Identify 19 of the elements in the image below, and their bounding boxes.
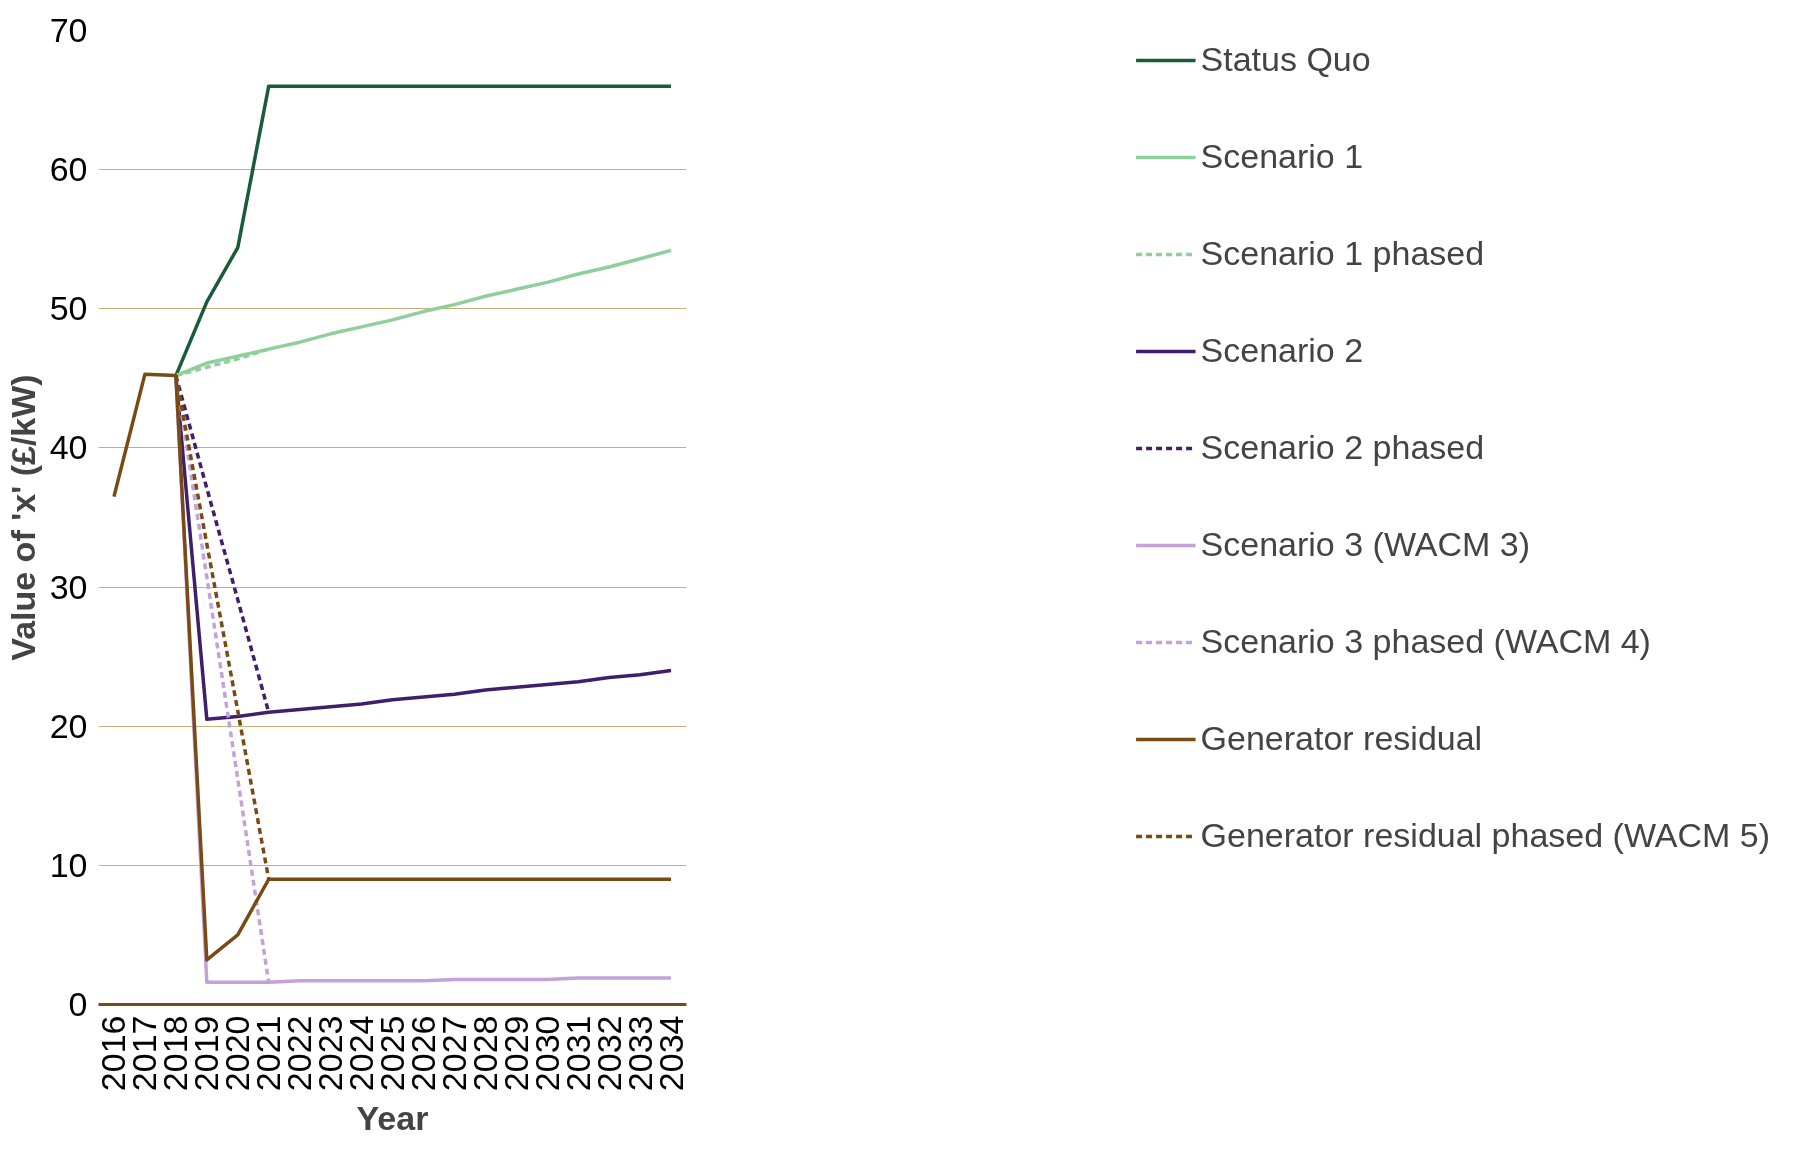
y-tick-label: 0 — [68, 985, 88, 1023]
y-axis-title: Value of 'x' (£/kW) — [3, 374, 42, 661]
y-tick-label: 10 — [49, 845, 88, 884]
legend-label: Generator residual phased (WACM 5) — [1200, 816, 1770, 855]
legend-label: Scenario 2 — [1200, 331, 1364, 370]
legend-label: Generator residual — [1200, 719, 1483, 758]
legend-label: Scenario 1 — [1200, 137, 1364, 176]
y-tick-label: 30 — [49, 567, 88, 606]
y-tick-label: 40 — [49, 428, 88, 467]
y-tick-label: 70 — [49, 11, 88, 49]
y-tick-label: 50 — [49, 289, 88, 328]
legend-label: Scenario 3 phased (WACM 4) — [1200, 622, 1651, 661]
legend-label: Scenario 1 phased — [1200, 234, 1485, 273]
legend-label: Scenario 3 (WACM 3) — [1200, 525, 1530, 564]
legend-label: Scenario 2 phased — [1200, 428, 1485, 467]
legend-label: Status Quo — [1200, 40, 1371, 79]
x-axis-title: Year — [356, 1099, 429, 1138]
y-tick-label: 60 — [49, 150, 88, 189]
y-tick-label: 20 — [49, 706, 88, 745]
